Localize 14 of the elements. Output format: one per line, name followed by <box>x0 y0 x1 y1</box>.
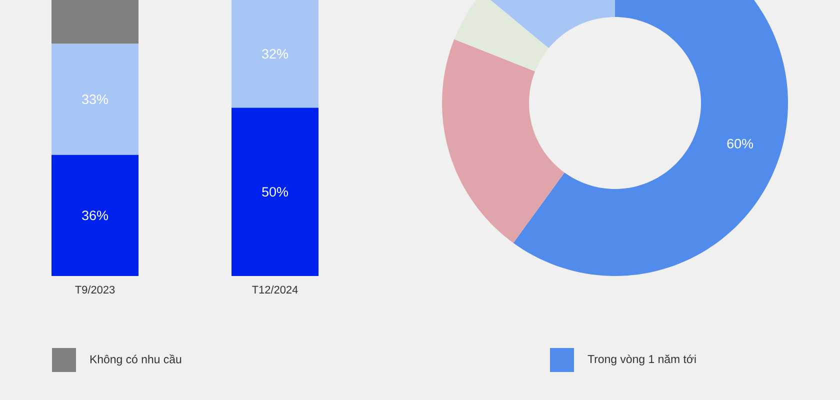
bar <box>52 154 139 276</box>
data-label: 50% <box>262 187 288 197</box>
bar <box>232 0 319 108</box>
data-label: 33% <box>82 94 108 104</box>
data-label: 36% <box>82 210 108 220</box>
data-label: 60% <box>727 138 754 148</box>
bar <box>232 108 319 276</box>
legend-label: Không có nhu cầu <box>90 354 182 366</box>
x-tick-label: T12/2024 <box>252 286 298 294</box>
legend-label: Trong vòng 1 năm tới <box>588 354 696 366</box>
bar <box>52 0 139 44</box>
bar <box>52 44 139 155</box>
x-tick-label: T9/2023 <box>75 286 115 294</box>
data-label: 32% <box>262 49 288 59</box>
